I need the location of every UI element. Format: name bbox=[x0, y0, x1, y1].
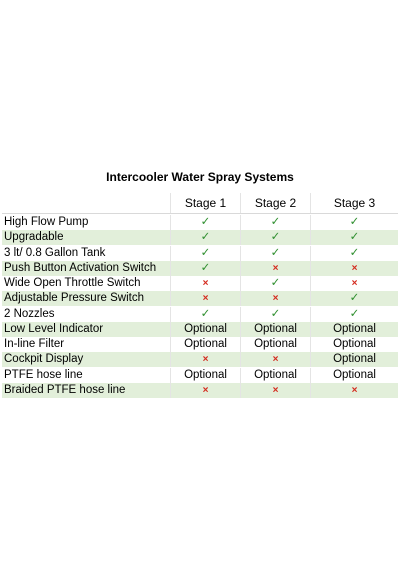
table-cell: Optional bbox=[310, 367, 398, 383]
table-cell: Optional bbox=[310, 352, 398, 368]
header-row: Stage 1 Stage 2 Stage 3 bbox=[2, 193, 398, 214]
table-cell: ✓ bbox=[310, 291, 398, 307]
table-cell: × bbox=[240, 260, 310, 276]
header-blank bbox=[2, 193, 170, 213]
table-title: Intercooler Water Spray Systems bbox=[106, 170, 294, 184]
table-cell: Optional bbox=[310, 321, 398, 337]
table-row: Wide Open Throttle Switch × ✓ × bbox=[2, 276, 398, 291]
table-row: In-line Filter Optional Optional Optional bbox=[2, 337, 398, 352]
table-cell: ✓ bbox=[170, 260, 240, 276]
table-cell: ✓ bbox=[170, 215, 240, 230]
table-cell: × bbox=[170, 352, 240, 368]
row-label: Adjustable Pressure Switch bbox=[4, 292, 144, 305]
table-cell: ✓ bbox=[310, 306, 398, 322]
table-row: Adjustable Pressure Switch × × ✓ bbox=[2, 291, 398, 307]
table-row: Cockpit Display × × Optional bbox=[2, 352, 398, 368]
table-cell: ✓ bbox=[240, 230, 310, 246]
table-cell: × bbox=[170, 382, 240, 398]
table-cell: ✓ bbox=[170, 306, 240, 322]
column-header: Stage 1 bbox=[170, 193, 240, 213]
table-cell: × bbox=[240, 291, 310, 307]
table-row: Push Button Activation Switch ✓ × × bbox=[2, 260, 398, 276]
table-row: 2 Nozzles ✓ ✓ ✓ bbox=[2, 306, 398, 322]
row-label: Braided PTFE hose line bbox=[4, 383, 126, 396]
row-label: High Flow Pump bbox=[4, 216, 89, 228]
row-label: Low Level Indicator bbox=[4, 322, 104, 335]
table-cell: ✓ bbox=[240, 245, 310, 261]
table-cell: × bbox=[170, 276, 240, 291]
table-cell: Optional bbox=[170, 337, 240, 352]
row-label: 3 lt/ 0.8 Gallon Tank bbox=[4, 246, 106, 259]
table-cell: ✓ bbox=[310, 215, 398, 230]
table-cell: ✓ bbox=[310, 230, 398, 246]
column-header: Stage 3 bbox=[310, 193, 398, 213]
table-row: High Flow Pump ✓ ✓ ✓ bbox=[2, 215, 398, 230]
table-cell: × bbox=[310, 260, 398, 276]
row-label: Upgradable bbox=[4, 231, 64, 244]
table-cell: Optional bbox=[310, 337, 398, 352]
table-cell: Optional bbox=[240, 337, 310, 352]
table-cell: × bbox=[240, 352, 310, 368]
table-cell: ✓ bbox=[170, 230, 240, 246]
table-cell: Optional bbox=[240, 321, 310, 337]
table-cell: Optional bbox=[170, 367, 240, 383]
table-cell: ✓ bbox=[310, 245, 398, 261]
row-label: Push Button Activation Switch bbox=[4, 261, 157, 274]
table-row: Upgradable ✓ ✓ ✓ bbox=[2, 230, 398, 246]
table-row: Braided PTFE hose line × × × bbox=[2, 382, 398, 398]
table-row: 3 lt/ 0.8 Gallon Tank ✓ ✓ ✓ bbox=[2, 245, 398, 261]
row-label: 2 Nozzles bbox=[4, 307, 55, 320]
table-cell: × bbox=[310, 276, 398, 291]
table-cell: ✓ bbox=[240, 306, 310, 322]
table-cell: Optional bbox=[240, 367, 310, 383]
table-cell: × bbox=[310, 382, 398, 398]
row-label: Wide Open Throttle Switch bbox=[4, 277, 141, 289]
table-cell: ✓ bbox=[240, 215, 310, 230]
column-header: Stage 2 bbox=[240, 193, 310, 213]
table-cell: ✓ bbox=[240, 276, 310, 291]
table-cell: × bbox=[240, 382, 310, 398]
row-label: PTFE hose line bbox=[4, 368, 83, 381]
table-row: Low Level Indicator Optional Optional Optio… bbox=[2, 321, 398, 337]
table-cell: ✓ bbox=[170, 245, 240, 261]
row-label: In-line Filter bbox=[4, 338, 65, 350]
table-cell: Optional bbox=[170, 321, 240, 337]
table-cell: × bbox=[170, 291, 240, 307]
row-label: Cockpit Display bbox=[4, 353, 84, 366]
table-row: PTFE hose line Optional Optional Optional bbox=[2, 367, 398, 383]
